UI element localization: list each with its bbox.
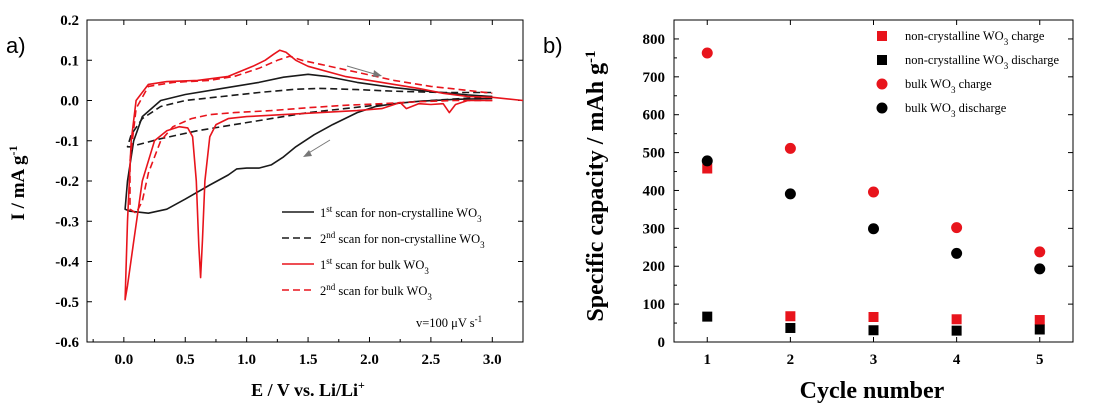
data-point-circle <box>784 142 796 154</box>
data-point-square <box>1034 324 1045 335</box>
panel-a-scan-arrows <box>303 65 382 157</box>
y-tick-label: 200 <box>643 259 666 275</box>
y-tick-label: -0.5 <box>55 295 79 311</box>
panel-a-curves <box>124 49 524 301</box>
panel-b-label: b) <box>543 33 563 58</box>
legend-entry-label: non-crystalline WO3 discharge <box>905 53 1059 71</box>
data-point-circle <box>1034 263 1046 275</box>
y-tick-label: 0.0 <box>60 94 79 110</box>
y-tick-label: 800 <box>643 32 666 48</box>
y-tick-label: 600 <box>643 108 666 124</box>
x-tick-label: 2 <box>787 352 795 368</box>
data-point-square <box>702 311 713 322</box>
legend-entry-label: bulk WO3 discharge <box>905 101 1007 119</box>
x-tick-label: 2.5 <box>422 352 441 368</box>
data-point-circle <box>701 155 713 167</box>
data-point-square <box>785 311 796 322</box>
y-tick-label: 0.1 <box>60 53 79 69</box>
panel-b-plot-frame <box>673 19 1074 343</box>
legend-entry-label: 1st scan for non-crystalline WO3 <box>320 204 482 224</box>
y-tick-label: 0.2 <box>60 13 79 29</box>
data-point-circle <box>868 223 879 235</box>
legend-entry-label: 1st scan for bulk WO3 <box>320 256 429 276</box>
data-point-square <box>868 311 879 322</box>
legend-entry-label: bulk WO3 charge <box>905 77 992 95</box>
y-tick-label: -0.4 <box>55 255 79 271</box>
panel-b-specific-capacity: b) 1 2 3 4 5 0 100 200 300 400 500 600 700 800 non-cr… <box>543 19 1074 403</box>
data-point-square <box>951 325 962 336</box>
x-tick-label: 4 <box>953 352 961 368</box>
panel-a-plot-frame <box>86 19 524 343</box>
panel-a-y-axis-title: I / mA g-1 <box>6 146 29 221</box>
anodic-scan-arrow <box>346 65 379 76</box>
panel-a-cyclic-voltammogram: a) 0.0 0.5 1.0 1.5 2.0 2.5 3.0 -0.6 -0.5 -0.4 -0.3… <box>6 13 524 400</box>
panel-b-y-axis-title: Specific capacity / mAh g-1 <box>583 50 609 321</box>
y-tick-label: 100 <box>643 297 666 313</box>
legend-circle-swatch <box>876 78 888 90</box>
panel-a-ticks: 0.0 0.5 1.0 1.5 2.0 2.5 3.0 -0.6 -0.5 -0.4 -0.3 -0.… <box>55 13 524 368</box>
panel-a-label: a) <box>6 33 26 58</box>
panel-b-markers <box>701 47 1046 336</box>
x-tick-label: 5 <box>1036 352 1044 368</box>
data-point-circle <box>868 186 879 198</box>
cv-curve-4 <box>129 55 493 214</box>
cathodic-arrow-head-icon <box>303 150 312 157</box>
panel-b-legend: non-crystalline WO3 charge non-crystallin… <box>876 29 1059 119</box>
data-point-circle <box>1034 246 1046 258</box>
panel-a-scan-rate-annotation: v=100 μV s-1 <box>416 314 482 330</box>
y-tick-label: 400 <box>643 183 666 199</box>
data-point-square <box>1034 315 1045 326</box>
data-point-circle <box>951 222 963 234</box>
y-tick-label: 500 <box>643 146 666 162</box>
data-point-square <box>702 163 713 174</box>
data-point-square <box>785 322 796 333</box>
y-tick-label: -0.2 <box>55 174 79 190</box>
legend-square-swatch <box>877 31 887 41</box>
x-tick-label: 3 <box>870 352 878 368</box>
cathodic-scan-arrow <box>306 139 331 155</box>
legend-square-swatch <box>877 55 887 65</box>
x-tick-label: 1.0 <box>237 352 256 368</box>
y-tick-label: 300 <box>643 221 666 237</box>
y-tick-label: -0.3 <box>55 214 79 230</box>
data-point-square <box>951 314 962 325</box>
legend-entry-label: 2nd scan for bulk WO3 <box>320 282 432 302</box>
data-point-circle <box>784 188 796 200</box>
x-tick-label: 0.0 <box>114 352 133 368</box>
x-tick-label: 0.5 <box>176 352 195 368</box>
panel-a-legend: 1st scan for non-crystalline WO3 2nd scan… <box>282 204 485 302</box>
data-point-square <box>868 325 879 336</box>
anodic-arrow-head-icon <box>373 70 382 77</box>
legend-entry-label: non-crystalline WO3 charge <box>905 29 1045 47</box>
legend-entry-label: 2nd scan for non-crystalline WO3 <box>320 230 485 250</box>
legend-circle-swatch <box>876 102 888 114</box>
x-tick-label: 3.0 <box>483 352 502 368</box>
y-tick-label: -0.6 <box>55 335 79 351</box>
cv-curve-2 <box>126 87 493 148</box>
y-tick-label: -0.1 <box>55 134 79 150</box>
panel-a-x-axis-title: E / V vs. Li/Li+ <box>251 378 365 400</box>
y-tick-label: 700 <box>643 70 666 86</box>
panel-b-ticks: 1 2 3 4 5 0 100 200 300 400 500 600 700 800 <box>643 20 1073 368</box>
y-tick-label: 0 <box>658 335 666 351</box>
data-point-circle <box>951 247 963 259</box>
data-point-circle <box>701 47 713 59</box>
panel-b-x-axis-title: Cycle number <box>800 378 945 403</box>
x-tick-label: 1.5 <box>299 352 318 368</box>
x-tick-label: 2.0 <box>360 352 379 368</box>
x-tick-label: 1 <box>704 352 712 368</box>
cv-curve-1 <box>124 73 493 214</box>
